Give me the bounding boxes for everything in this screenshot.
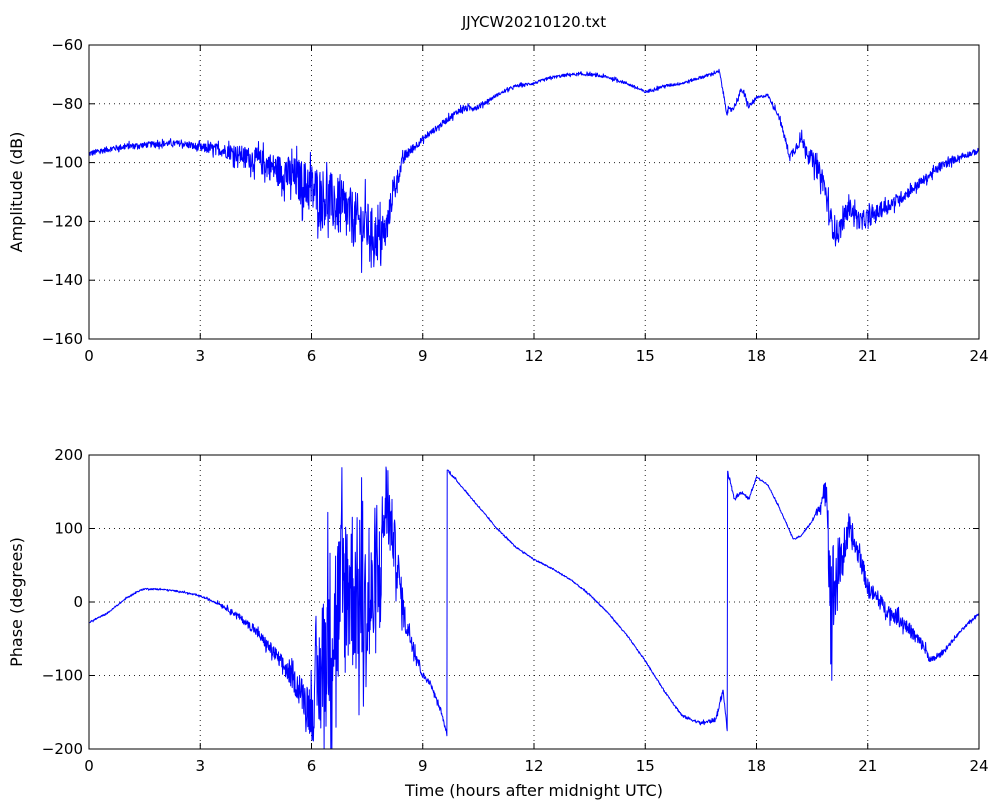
amplitude-y-tick-label: −60 <box>51 36 83 54</box>
phase-x-tick-label: 3 <box>195 757 205 775</box>
amplitude-y-tick-label: −80 <box>51 95 83 113</box>
phase-y-tick-label: 100 <box>54 520 83 538</box>
amplitude-grid <box>89 45 979 339</box>
phase-panel: 0 3 6 9 12 15 18 21 24 200 100 0 −100 −200 Phase (deg… <box>7 446 989 800</box>
amplitude-x-tick-label: 15 <box>636 347 655 365</box>
amplitude-y-tick-label: −120 <box>42 212 83 230</box>
amplitude-y-tick-label: −160 <box>42 330 83 348</box>
phase-x-tick-label: 9 <box>418 757 428 775</box>
phase-x-tick-label: 24 <box>969 757 988 775</box>
amplitude-y-tick-label: −140 <box>42 271 83 289</box>
amplitude-ticks: 0 3 6 9 12 15 18 21 24 −60 −80 −100 −120 −140 −160 <box>42 36 989 365</box>
amplitude-plot-frame <box>88 44 980 340</box>
phase-frame-border <box>88 454 980 750</box>
amplitude-x-tick-label: 21 <box>858 347 877 365</box>
phase-series-line <box>88 466 980 750</box>
phase-series-layer <box>88 466 980 750</box>
phase-y-tick-label: −200 <box>42 740 83 758</box>
amplitude-frame-border <box>88 44 980 340</box>
amplitude-y-tick-label: −100 <box>42 154 83 172</box>
phase-x-tick-label: 12 <box>524 757 543 775</box>
amplitude-x-tick-label: 0 <box>84 347 94 365</box>
phase-y-tick-label: 0 <box>73 593 83 611</box>
phase-y-tick-label: −100 <box>42 667 83 685</box>
amplitude-series-layer <box>88 68 980 273</box>
phase-x-tick-label: 18 <box>747 757 766 775</box>
amplitude-x-tick-label: 6 <box>307 347 317 365</box>
phase-x-tick-label: 0 <box>84 757 94 775</box>
x-axis-label: Time (hours after midnight UTC) <box>404 781 663 800</box>
phase-y-tick-label: 200 <box>54 446 83 464</box>
amplitude-x-tick-label: 9 <box>418 347 428 365</box>
phase-x-tick-label: 21 <box>858 757 877 775</box>
phase-x-tick-label: 15 <box>636 757 655 775</box>
amplitude-x-tick-label: 3 <box>195 347 205 365</box>
amplitude-y-axis-label: Amplitude (dB) <box>7 132 26 253</box>
amplitude-x-tick-label: 18 <box>747 347 766 365</box>
amplitude-panel: JJYCW20210120.txt 0 3 6 9 12 15 18 21 24 −60 −80 −1… <box>7 13 989 365</box>
amplitude-x-tick-label: 24 <box>969 347 988 365</box>
amplitude-x-tick-label: 12 <box>524 347 543 365</box>
amplitude-series-line <box>88 68 980 273</box>
phase-x-tick-label: 6 <box>307 757 317 775</box>
phase-y-axis-label: Phase (degrees) <box>7 537 26 667</box>
phase-ticks: 0 3 6 9 12 15 18 21 24 200 100 0 −100 −200 <box>42 446 989 775</box>
chart-title: JJYCW20210120.txt <box>461 13 606 31</box>
